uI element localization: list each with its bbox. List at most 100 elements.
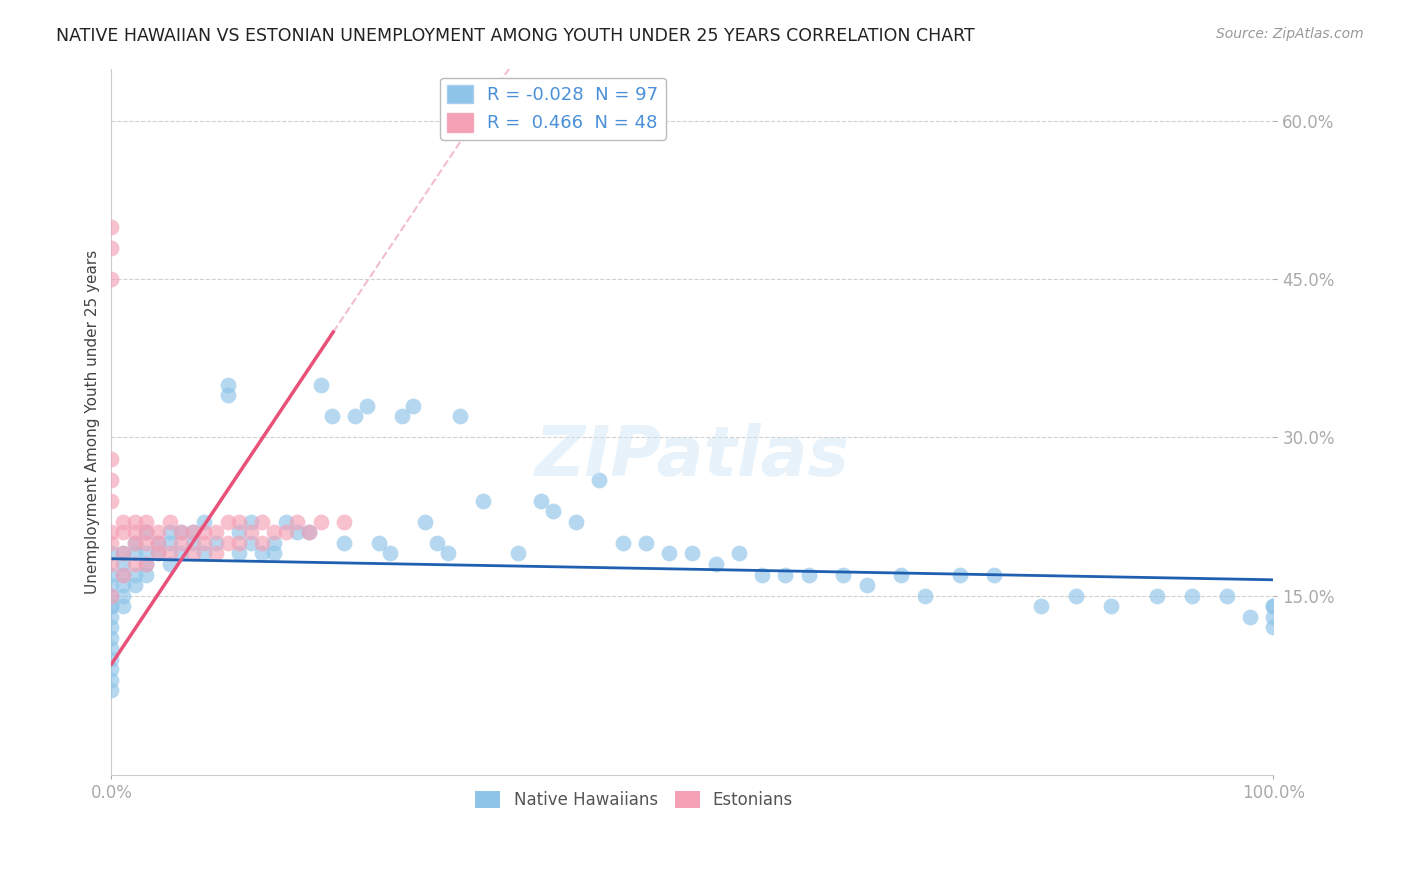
Point (112, 578, 135, 592)
Point (832, 567, 855, 582)
Y-axis label: Unemployment Among Youth under 25 years: Unemployment Among Youth under 25 years (86, 250, 100, 594)
Point (1263, 599, 1285, 614)
Point (402, 399, 425, 413)
Point (704, 557, 727, 571)
Point (472, 493, 495, 508)
Point (298, 525, 321, 540)
Point (321, 409, 343, 424)
Point (855, 578, 877, 592)
Point (112, 525, 135, 540)
Point (135, 536, 157, 550)
Point (159, 557, 181, 571)
Point (100, 609, 122, 624)
Point (159, 536, 181, 550)
Point (181, 536, 204, 550)
Point (217, 377, 239, 392)
Point (1064, 589, 1087, 603)
Point (100, 589, 122, 603)
Point (309, 515, 332, 529)
Point (193, 536, 215, 550)
Point (124, 536, 146, 550)
Point (135, 557, 157, 571)
Point (449, 409, 471, 424)
Point (252, 515, 274, 529)
Point (252, 536, 274, 550)
Text: Source: ZipAtlas.com: Source: ZipAtlas.com (1216, 27, 1364, 41)
Point (588, 473, 610, 487)
Point (1263, 599, 1285, 614)
Legend: Native Hawaiians, Estonians: Native Hawaiians, Estonians (468, 784, 800, 816)
Point (1029, 599, 1052, 614)
Point (124, 567, 146, 582)
Point (274, 515, 297, 529)
Point (751, 567, 773, 582)
Point (565, 515, 588, 529)
Point (437, 546, 460, 560)
Point (413, 515, 436, 529)
Point (356, 399, 378, 413)
Point (170, 525, 193, 540)
Point (135, 525, 157, 540)
Point (100, 557, 122, 571)
Point (100, 473, 122, 487)
Point (217, 515, 239, 529)
Point (100, 662, 122, 676)
Point (228, 536, 250, 550)
Point (285, 515, 308, 529)
Point (263, 546, 285, 560)
Point (205, 525, 228, 540)
Point (170, 536, 193, 550)
Point (274, 525, 297, 540)
Point (100, 567, 122, 582)
Point (658, 546, 681, 560)
Point (797, 567, 820, 582)
Point (181, 525, 204, 540)
Point (146, 525, 169, 540)
Point (170, 525, 193, 540)
Text: ZIPatlas: ZIPatlas (534, 424, 849, 491)
Point (298, 525, 321, 540)
Point (100, 599, 122, 614)
Point (1181, 589, 1204, 603)
Point (124, 546, 146, 560)
Point (112, 515, 135, 529)
Point (159, 546, 181, 560)
Point (285, 525, 308, 540)
Point (124, 578, 146, 592)
Point (112, 589, 135, 603)
Point (1216, 589, 1239, 603)
Point (681, 546, 703, 560)
Point (205, 546, 228, 560)
Point (100, 525, 122, 540)
Point (100, 641, 122, 656)
Point (124, 515, 146, 529)
Point (100, 451, 122, 466)
Point (181, 525, 204, 540)
Point (193, 525, 215, 540)
Point (135, 525, 157, 540)
Point (367, 536, 389, 550)
Point (170, 546, 193, 560)
Point (100, 578, 122, 592)
Point (100, 589, 122, 603)
Point (124, 525, 146, 540)
Point (100, 546, 122, 560)
Point (541, 504, 564, 518)
Point (263, 525, 285, 540)
Text: NATIVE HAWAIIAN VS ESTONIAN UNEMPLOYMENT AMONG YOUTH UNDER 25 YEARS CORRELATION : NATIVE HAWAIIAN VS ESTONIAN UNEMPLOYMENT… (56, 27, 974, 45)
Point (100, 631, 122, 645)
Point (530, 493, 553, 508)
Point (228, 515, 250, 529)
Point (146, 536, 169, 550)
Point (100, 599, 122, 614)
Point (146, 546, 169, 560)
Point (112, 546, 135, 560)
Point (146, 536, 169, 550)
Point (193, 546, 215, 560)
Point (228, 525, 250, 540)
Point (217, 536, 239, 550)
Point (1099, 599, 1122, 614)
Point (983, 567, 1005, 582)
Point (1239, 609, 1261, 624)
Point (100, 219, 122, 234)
